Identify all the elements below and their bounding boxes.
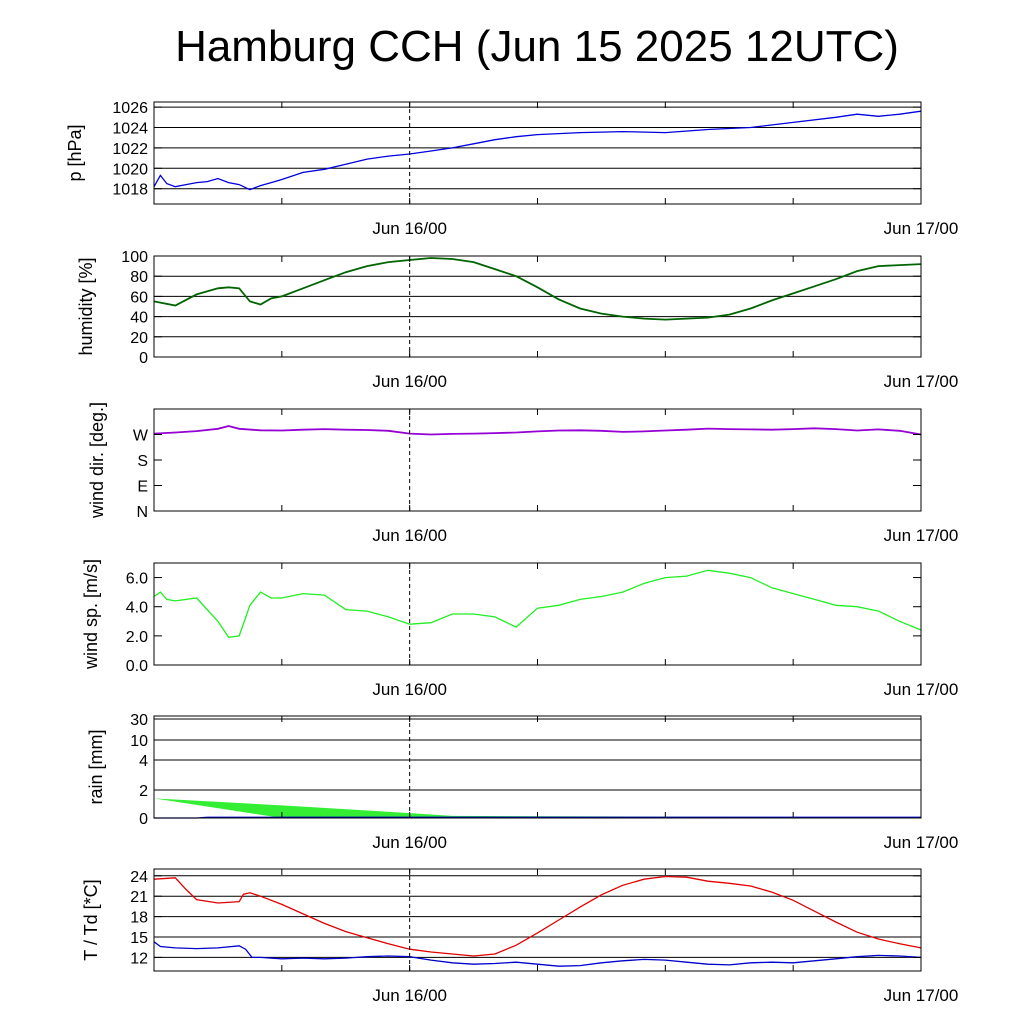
humidity-xtick-label: Jun 17/00 (884, 372, 959, 391)
rain-ytick-label: 4 (139, 753, 148, 770)
rain-ytick-label: 10 (130, 733, 148, 750)
wind_direction-xtick-label: Jun 16/00 (372, 526, 447, 545)
wind_speed-panel: 0.0 2.0 4.0 6.0 Jun 16/00 Jun 17/00 wind sp. [… (81, 559, 959, 699)
humidity-ytick-label: 0 (139, 350, 148, 367)
page-title: Hamburg CCH (Jun 15 2025 12UTC) (175, 22, 899, 71)
pressure-ytick-label: 1024 (112, 121, 148, 138)
rain-frame (153, 715, 922, 819)
wind_direction-ytick-label: E (137, 479, 148, 496)
rain-ytick-label: 2 (139, 783, 148, 800)
humidity-ytick-label: 80 (130, 269, 148, 286)
rain-xtick-label: Jun 16/00 (372, 833, 447, 852)
humidity-frame (153, 255, 922, 358)
wind_speed-line-0 (153, 569, 922, 638)
pressure-ytick-label: 1020 (112, 161, 148, 178)
humidity-ylabel: humidity [%] (76, 257, 96, 355)
rain-area (154, 798, 921, 818)
wind_speed-xtick-label: Jun 16/00 (372, 680, 447, 699)
wind_speed-xtick-label: Jun 17/00 (884, 680, 959, 699)
humidity-ytick-label: 40 (130, 310, 148, 327)
temperature-panel: 12 15 18 21 24 Jun 16/00 Jun 17/00 T / Td [*C] (81, 868, 959, 1005)
pressure-xtick-label: Jun 17/00 (884, 219, 959, 238)
pressure-panel: 1018 1020 1022 1024 1026 Jun 16/00 Jun 17/00 p … (65, 100, 959, 238)
wind_speed-ytick-label: 2.0 (126, 629, 148, 646)
pressure-ylabel: p [hPa] (65, 124, 85, 181)
temperature-ytick-label: 24 (130, 869, 148, 886)
wind_direction-xtick-label: Jun 17/00 (884, 526, 959, 545)
wind_direction-ylabel: wind dir. [deg.] (87, 402, 107, 519)
humidity-panel: 0 20 40 60 80 100 Jun 16/00 Jun 17/00 humidity [… (76, 249, 959, 391)
temperature-xtick-label: Jun 17/00 (884, 986, 959, 1005)
temperature-frame (153, 868, 922, 972)
rain-ytick-label: 30 (130, 712, 148, 729)
wind_speed-frame (153, 562, 922, 666)
wind_direction-ytick-label: S (137, 453, 148, 470)
rain-panel: 0 2 4 10 30 Jun 16/00 Jun 17/00 rain [mm] (86, 712, 959, 852)
humidity-ytick-label: 20 (130, 330, 148, 347)
pressure-ytick-label: 1018 (112, 182, 148, 199)
humidity-ytick-label: 100 (121, 249, 148, 266)
temperature-ytick-label: 12 (130, 950, 148, 967)
temperature-ytick-label: 18 (130, 910, 148, 927)
wind_direction-ytick-label: W (133, 428, 149, 445)
wind_speed-ytick-label: 6.0 (126, 571, 148, 588)
wind_direction-ytick-label: N (136, 504, 148, 521)
rain-ytick-label: 0 (139, 811, 148, 828)
temperature-ytick-label: 21 (130, 889, 148, 906)
humidity-xtick-label: Jun 16/00 (372, 372, 447, 391)
temperature-line-1 (153, 941, 922, 967)
temperature-ytick-label: 15 (130, 930, 148, 947)
wind_speed-ytick-label: 0.0 (126, 658, 148, 675)
pressure-xtick-label: Jun 16/00 (372, 219, 447, 238)
wind_direction-frame (153, 408, 922, 512)
rain-ylabel: rain [mm] (86, 729, 106, 804)
humidity-ytick-label: 60 (130, 289, 148, 306)
pressure-ytick-label: 1026 (112, 100, 148, 117)
rain-xtick-label: Jun 17/00 (884, 833, 959, 852)
wind_speed-ytick-label: 4.0 (126, 600, 148, 617)
wind_speed-ylabel: wind sp. [m/s] (81, 559, 101, 670)
temperature-line-0 (153, 875, 922, 957)
temperature-ylabel: T / Td [*C] (81, 879, 101, 960)
pressure-line-0 (153, 110, 922, 191)
temperature-xtick-label: Jun 16/00 (372, 986, 447, 1005)
pressure-ytick-label: 1022 (112, 141, 148, 158)
wind_direction-line-0 (153, 425, 922, 436)
humidity-line-0 (153, 257, 922, 321)
